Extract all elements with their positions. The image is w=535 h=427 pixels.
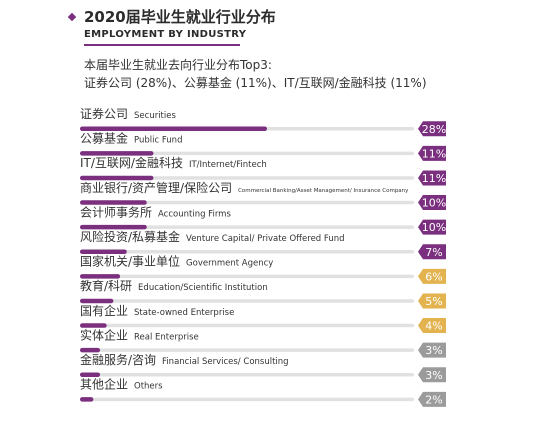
- bar-public-fund: [80, 151, 154, 156]
- value-label: 11%: [422, 172, 446, 185]
- value-badge: [418, 293, 446, 309]
- bar-track: [80, 225, 414, 229]
- value-label: 2%: [425, 393, 442, 406]
- category-label-en: Others: [134, 382, 163, 392]
- value-label: 28%: [422, 123, 446, 136]
- bar-others: [80, 397, 94, 402]
- value-badge: [418, 391, 446, 407]
- category-label-en: Commercial Banking/Asset Management/ Ins…: [238, 188, 409, 194]
- category-label-cn: 风险投资/私募基金: [80, 229, 180, 244]
- bar-track: [80, 176, 414, 180]
- value-badge: [418, 244, 446, 260]
- bar-it-internet-fintech: [80, 175, 154, 181]
- category-label-cn: 国家机关/事业单位: [80, 254, 180, 269]
- subtitle-underline: [84, 44, 240, 46]
- bar-real-enterprise: [80, 347, 101, 353]
- category-label-en: State-owned Enterprise: [134, 308, 234, 318]
- bar-track: [80, 200, 414, 205]
- category-label-cn: 实体企业: [80, 327, 128, 342]
- bar-securities: [80, 126, 267, 131]
- category-label-en: IT/Internet/Fintech: [189, 160, 267, 170]
- category-label-en: Financial Services/ Consulting: [162, 357, 289, 367]
- bar-track: [80, 274, 414, 279]
- page-subtitle: EMPLOYMENT BY INDUSTRY: [84, 29, 247, 40]
- summary-line-1: 本届毕业生就业去向行业分布Top3:: [84, 58, 272, 72]
- bar-financial-services-consulting: [80, 372, 101, 377]
- category-label-cn: 会计师事务所: [80, 204, 152, 219]
- category-label-en: Public Fund: [134, 136, 182, 146]
- bar-accounting-firms: [80, 224, 147, 230]
- category-label-en: Securities: [134, 111, 176, 121]
- bar-track: [80, 250, 414, 254]
- value-badge: [418, 121, 446, 137]
- value-label: 3%: [425, 344, 442, 357]
- value-badge: [418, 219, 446, 235]
- category-label-cn: 教育/科研: [80, 278, 132, 293]
- bar-education-scientific-institution: [80, 298, 114, 304]
- value-label: 6%: [425, 270, 442, 283]
- bar-track: [80, 151, 414, 156]
- category-label-en: Accounting Firms: [158, 209, 231, 219]
- category-label-cn: 其他企业: [80, 377, 128, 392]
- bar-venture-capital-private-offered-fund: [80, 249, 127, 254]
- bar-state-owned-enterprise: [80, 323, 107, 328]
- category-label-cn: IT/互联网/金融科技: [80, 155, 183, 170]
- value-label: 10%: [422, 221, 446, 234]
- value-label: 10%: [422, 197, 446, 210]
- category-label-en: Real Enterprise: [134, 332, 199, 342]
- value-badge: [418, 170, 446, 186]
- category-label-cn: 金融服务/咨询: [80, 352, 156, 367]
- value-label: 5%: [425, 295, 442, 308]
- bar-commercial-banking-asset-management-insurance-company: [80, 200, 147, 205]
- bar-track: [80, 299, 414, 303]
- bar-track: [80, 323, 414, 328]
- value-badge: [418, 145, 446, 161]
- category-label-cn: 国有企业: [80, 303, 128, 318]
- category-label-en: Venture Capital/ Private Offered Fund: [186, 234, 344, 244]
- value-label: 4%: [425, 320, 442, 333]
- value-label: 7%: [425, 246, 442, 259]
- bar-government-agency: [80, 274, 121, 279]
- value-badge: [418, 268, 446, 284]
- category-label-en: Education/Scientific Institution: [138, 283, 268, 293]
- value-label: 11%: [422, 147, 446, 160]
- bar-track: [80, 397, 414, 402]
- category-label-cn: 证券公司: [80, 106, 128, 121]
- value-badge: [418, 367, 446, 383]
- value-badge: [418, 318, 446, 334]
- page-title: 2020届毕业生就业行业分布: [84, 8, 276, 26]
- summary-line-2: 证券公司 (28%)、公募基金 (11%)、IT/互联网/金融科技 (11%): [84, 76, 427, 90]
- category-label-cn: 商业银行/资产管理/保险公司: [80, 180, 232, 195]
- value-badge: [418, 342, 446, 358]
- category-label-cn: 公募基金: [80, 131, 128, 146]
- bar-track: [80, 373, 414, 377]
- category-label-en: Government Agency: [186, 259, 273, 269]
- value-label: 3%: [425, 369, 442, 382]
- value-badge: [418, 195, 446, 211]
- bar-track: [80, 348, 414, 352]
